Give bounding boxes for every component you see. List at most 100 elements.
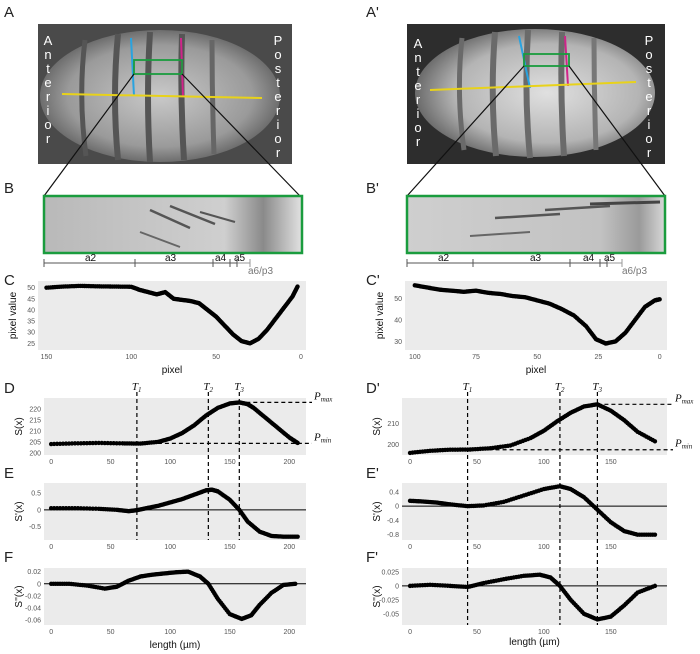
data-point bbox=[652, 439, 658, 444]
x-tick-label: 150 bbox=[605, 544, 617, 551]
x-tick-label: 150 bbox=[224, 544, 236, 551]
y-tick-label: 0.4 bbox=[389, 489, 399, 496]
x-tick-label: 50 bbox=[107, 459, 115, 466]
threshold-label: T3 bbox=[592, 381, 602, 394]
y-tick-label: -0.06 bbox=[25, 618, 41, 625]
data-point bbox=[652, 583, 658, 589]
segment-label: a6/p3 bbox=[248, 266, 273, 277]
y-tick-label: 45 bbox=[27, 296, 35, 303]
y-tick-label: 50 bbox=[27, 285, 35, 292]
y-tick-label: 0.025 bbox=[381, 569, 399, 576]
x-tick-label: 150 bbox=[224, 459, 236, 466]
y-tick-label: 35 bbox=[27, 319, 35, 326]
plot-F: 0 50 100 150 200 -0.06 -0.04 -0.02 0 0.02 S''(x) le… bbox=[14, 568, 306, 651]
y-axis-label: S''(x) bbox=[14, 585, 25, 607]
data-point bbox=[295, 284, 300, 289]
plot-D: 0 50 100 150 200 200 205 210 215 220 S(x) bbox=[14, 398, 306, 466]
y-axis-label: S'(x) bbox=[14, 501, 25, 521]
plot-Dp: 0 50 100 150 200 210 S(x) bbox=[372, 398, 667, 466]
pmax-label: Pmax bbox=[313, 390, 333, 403]
x-tick-label: 50 bbox=[473, 459, 481, 466]
y-tick-label: 0 bbox=[395, 583, 399, 590]
data-point bbox=[657, 297, 662, 302]
panel-label-c-prime: C' bbox=[366, 272, 380, 289]
x-tick-label: 150 bbox=[224, 629, 236, 636]
x-tick-label: 150 bbox=[41, 354, 53, 361]
segment-label: a2 bbox=[85, 253, 97, 264]
y-tick-label: 0 bbox=[37, 507, 41, 514]
segment-label: a3 bbox=[165, 253, 177, 264]
y-tick-label: 0.02 bbox=[27, 569, 41, 576]
x-tick-label: 100 bbox=[164, 629, 176, 636]
x-tick-label: 0 bbox=[49, 544, 53, 551]
segment-label: a5 bbox=[234, 253, 246, 264]
y-tick-label: -0.4 bbox=[387, 518, 399, 525]
x-tick-label: 100 bbox=[409, 354, 421, 361]
plot-background bbox=[44, 568, 306, 625]
x-axis-label: length (µm) bbox=[150, 640, 201, 651]
panel-label-c: C bbox=[4, 272, 15, 289]
x-tick-label: 150 bbox=[605, 629, 617, 636]
threshold-label: T1 bbox=[132, 381, 142, 394]
segment-label: a4 bbox=[215, 253, 227, 264]
segment-label: a2 bbox=[438, 253, 450, 264]
x-tick-label: 0 bbox=[408, 459, 412, 466]
y-tick-label: 30 bbox=[394, 339, 402, 346]
x-axis-label: pixel bbox=[526, 365, 547, 376]
y-axis-label: S'(x) bbox=[372, 501, 383, 521]
pmax-label: Pmax bbox=[674, 392, 694, 405]
y-tick-label: 50 bbox=[394, 296, 402, 303]
y-tick-label: -0.8 bbox=[387, 532, 399, 539]
threshold-label: T3 bbox=[234, 381, 244, 394]
y-tick-label: 215 bbox=[29, 417, 41, 424]
plot-background bbox=[44, 483, 306, 540]
x-tick-label: 100 bbox=[538, 629, 550, 636]
y-tick-label: 0 bbox=[37, 581, 41, 588]
y-axis-label: pixel value bbox=[375, 291, 386, 339]
y-tick-label: -0.025 bbox=[379, 597, 399, 604]
y-axis-label: S(x) bbox=[14, 417, 25, 435]
panel-label-e-prime: E' bbox=[366, 465, 379, 482]
plot-C: 150 100 50 0 25 30 35 40 45 50 pixel value pixel bbox=[8, 281, 306, 376]
y-tick-label: 205 bbox=[29, 439, 41, 446]
y-tick-label: -0.5 bbox=[29, 524, 41, 531]
x-tick-label: 100 bbox=[125, 354, 137, 361]
x-tick-label: 75 bbox=[472, 354, 480, 361]
panel-label-f-prime: F' bbox=[366, 549, 378, 566]
x-tick-label: 50 bbox=[107, 544, 115, 551]
x-tick-label: 25 bbox=[595, 354, 603, 361]
panel-label-d-prime: D' bbox=[366, 380, 380, 397]
zoom-strip-right bbox=[405, 194, 667, 255]
data-point bbox=[652, 532, 658, 537]
segment-label: a3 bbox=[530, 253, 542, 264]
panel-label-b: B bbox=[4, 180, 14, 197]
y-tick-label: -0.02 bbox=[25, 593, 41, 600]
panel-label-f: F bbox=[4, 549, 13, 566]
y-tick-label: 220 bbox=[29, 406, 41, 413]
x-tick-label: 0 bbox=[49, 629, 53, 636]
pmin-label: Pmin bbox=[674, 438, 693, 451]
x-tick-label: 200 bbox=[283, 629, 295, 636]
threshold-label: T1 bbox=[463, 381, 473, 394]
plot-background bbox=[402, 398, 667, 455]
segment-label: a4 bbox=[583, 253, 595, 264]
segment-label: a6/p3 bbox=[622, 266, 647, 277]
x-axis-label: length (µm) bbox=[509, 637, 560, 648]
y-tick-label: 30 bbox=[27, 330, 35, 337]
threshold-label: T2 bbox=[555, 381, 565, 394]
x-tick-label: 50 bbox=[107, 629, 115, 636]
x-tick-label: 50 bbox=[212, 354, 220, 361]
data-point bbox=[295, 440, 300, 446]
x-tick-label: 200 bbox=[283, 544, 295, 551]
x-tick-label: 100 bbox=[164, 544, 176, 551]
threshold-label: T2 bbox=[203, 381, 213, 394]
panel-label-d: D bbox=[4, 380, 15, 397]
x-tick-label: 0 bbox=[49, 459, 53, 466]
